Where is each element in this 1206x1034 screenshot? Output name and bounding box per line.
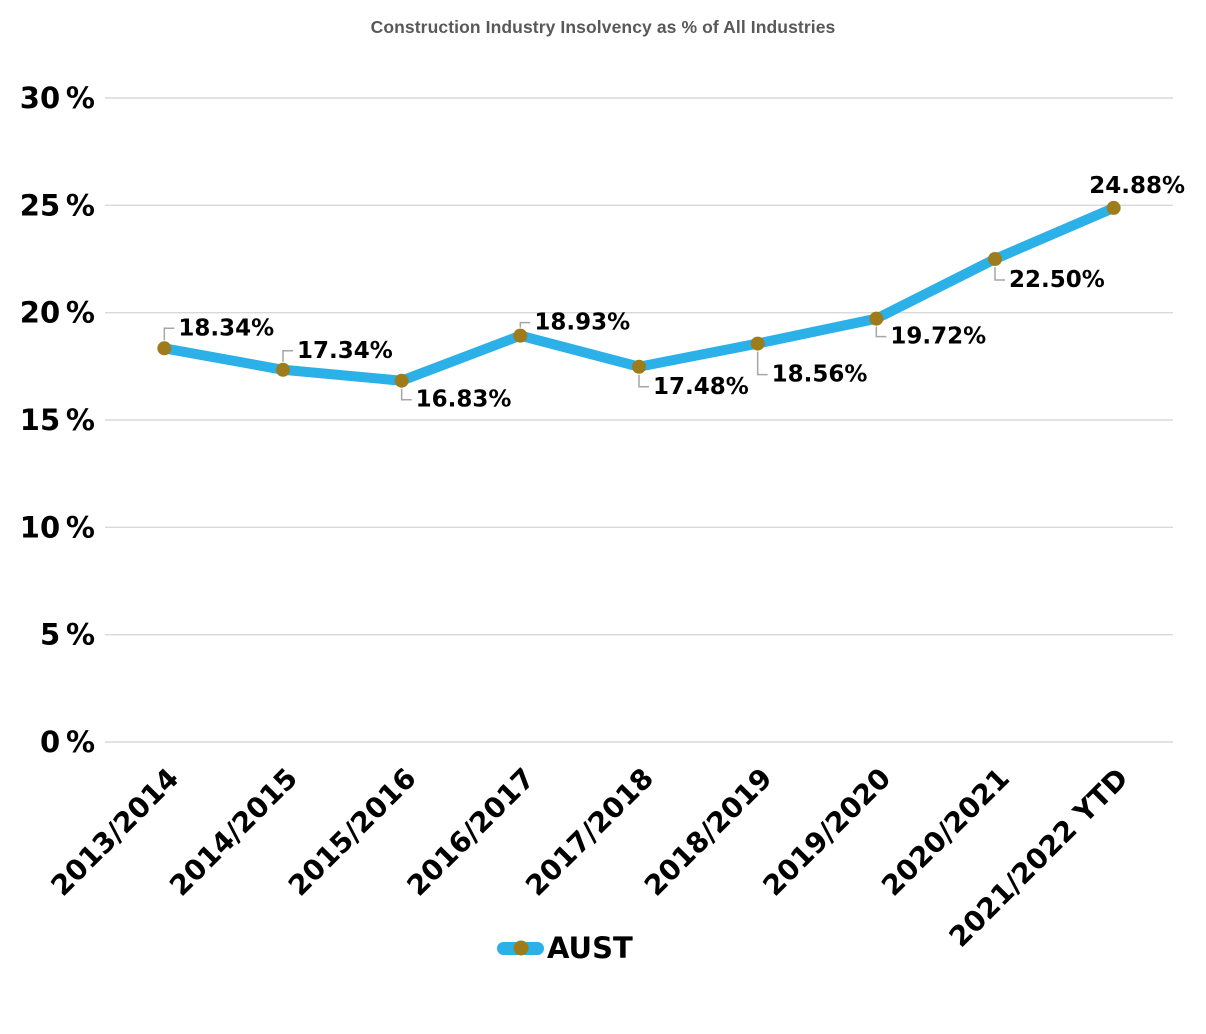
data-label-leader-line bbox=[163, 327, 175, 341]
data-label-leader-line bbox=[875, 326, 887, 338]
data-point-label: 16.83% bbox=[416, 387, 512, 413]
data-point-marker bbox=[1106, 200, 1121, 215]
data-point-label: 19.72% bbox=[890, 324, 986, 350]
legend: AUST bbox=[497, 931, 633, 965]
data-point-label: 17.34% bbox=[297, 338, 393, 364]
data-label-leader-line bbox=[519, 321, 531, 328]
data-point-label: 18.56% bbox=[772, 362, 868, 388]
y-axis-tick-label: 15 % bbox=[20, 403, 95, 437]
data-point-marker bbox=[394, 373, 409, 388]
y-axis-tick-label: 5 % bbox=[40, 618, 95, 652]
data-point-marker bbox=[988, 252, 1002, 266]
y-axis-tick-label: 0 % bbox=[40, 725, 95, 759]
data-label-leader-line bbox=[756, 351, 768, 376]
data-label-leader-line bbox=[638, 374, 649, 388]
data-label-leader-line bbox=[400, 388, 412, 401]
data-point-label: 18.34% bbox=[178, 315, 274, 341]
data-label-leader-line bbox=[282, 350, 293, 362]
legend-series-label: AUST bbox=[547, 931, 633, 965]
y-axis-tick-label: 10 % bbox=[20, 510, 95, 544]
y-axis-tick-label: 25 % bbox=[20, 188, 95, 222]
data-point-label: 22.50% bbox=[1009, 267, 1105, 293]
data-point-marker bbox=[750, 336, 765, 351]
data-point-marker bbox=[632, 359, 646, 374]
chart-title: Construction Industry Insolvency as % of… bbox=[370, 17, 836, 37]
data-point-label: 17.48% bbox=[653, 374, 749, 400]
legend-marker-dot-icon bbox=[513, 940, 528, 956]
data-point-marker bbox=[513, 328, 528, 343]
data-point-label: 18.93% bbox=[534, 310, 630, 336]
data-point-marker bbox=[157, 341, 172, 356]
data-point-label: 24.88% bbox=[1089, 173, 1185, 199]
data-label-leader-line bbox=[994, 267, 1005, 281]
data-point-marker bbox=[276, 362, 290, 377]
y-axis-tick-label: 20 % bbox=[20, 296, 95, 330]
y-axis-tick-label: 30 % bbox=[20, 81, 95, 115]
legend-line-swatch bbox=[497, 940, 544, 956]
data-point-marker bbox=[869, 311, 884, 326]
